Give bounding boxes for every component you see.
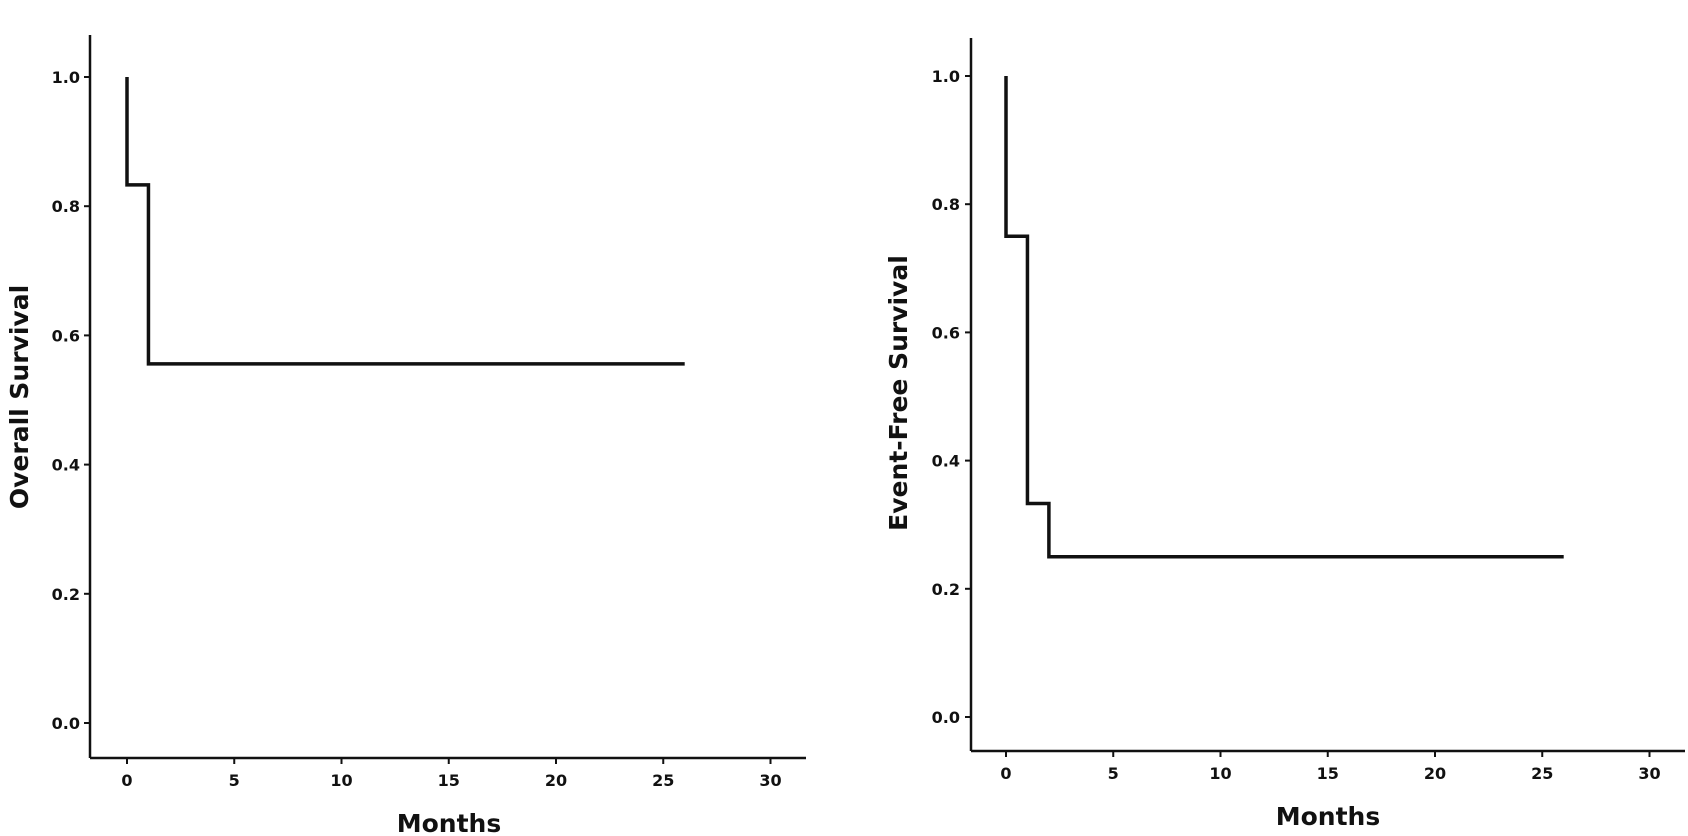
y-tick-label: 0.2 xyxy=(932,580,960,599)
y-tick-label: 0.2 xyxy=(52,585,80,604)
survival-curve xyxy=(1004,76,1564,559)
x-tick-label: 15 xyxy=(1317,764,1339,783)
x-tick-label: 5 xyxy=(229,771,240,790)
x-tick-label: 25 xyxy=(652,771,674,790)
survival-curve xyxy=(125,77,685,366)
x-tick-label: 10 xyxy=(330,771,352,790)
x-axis-title: Months xyxy=(397,809,501,836)
x-tick-label: 15 xyxy=(438,771,460,790)
x-tick-label: 20 xyxy=(1424,764,1446,783)
x-tick-label: 5 xyxy=(1108,764,1119,783)
y-tick-label: 0.8 xyxy=(52,197,80,216)
x-tick-label: 0 xyxy=(1000,764,1011,783)
y-tick-label: 0.6 xyxy=(52,326,80,345)
y-tick-label: 0.0 xyxy=(52,714,80,733)
y-tick-label: 0.4 xyxy=(52,456,80,475)
y-tick-label: 0.4 xyxy=(932,452,960,471)
event-free-survival-panel: 0 5 10 15 20 25 30 0.0 0.2 0.4 0.6 0.8 1.0 Months Even… xyxy=(884,38,1685,831)
y-tick-label: 0.6 xyxy=(932,323,960,342)
y-tick-label: 1.0 xyxy=(932,67,960,86)
overall-survival-panel: 0 5 10 15 20 25 30 0.0 0.2 0.4 0.6 0.8 1.0 Months Over… xyxy=(5,35,806,836)
x-tick-label: 25 xyxy=(1531,764,1553,783)
y-axis-title: Event-Free Survival xyxy=(884,255,913,531)
x-tick-label: 20 xyxy=(545,771,567,790)
x-axis-title: Months xyxy=(1276,802,1380,831)
y-tick-label: 0.0 xyxy=(932,708,960,727)
x-tick-label: 10 xyxy=(1209,764,1231,783)
y-tick-label: 0.8 xyxy=(932,195,960,214)
x-tick-label: 30 xyxy=(1638,764,1660,783)
y-tick-label: 1.0 xyxy=(52,68,80,87)
x-tick-label: 30 xyxy=(759,771,781,790)
x-tick-label: 0 xyxy=(121,771,132,790)
y-axis-title: Overall Survival xyxy=(5,285,34,509)
